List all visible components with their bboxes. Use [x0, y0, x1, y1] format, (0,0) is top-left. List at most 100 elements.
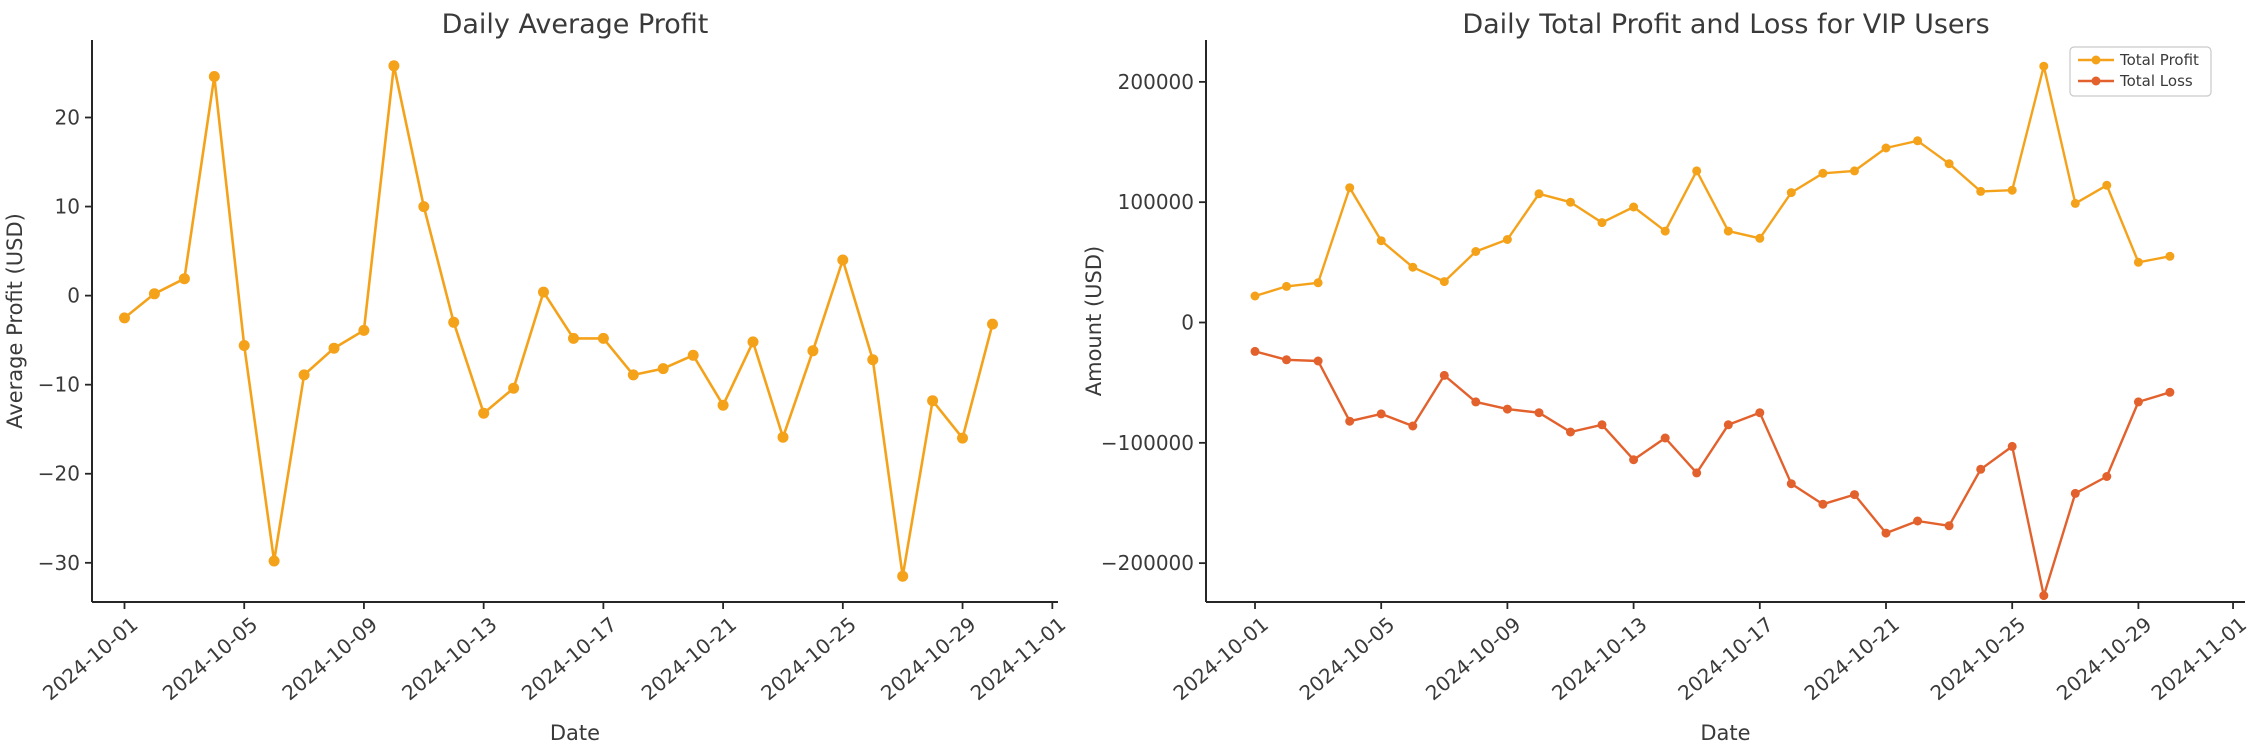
y-tick-label: −100000 [1101, 431, 1194, 455]
data-point-marker [1408, 421, 1418, 431]
legend-entry: Total Profit [2078, 51, 2199, 69]
x-tick-label: 2024-10-25 [1926, 612, 2030, 705]
x-tick-label: 2024-11-01 [2147, 612, 2251, 705]
data-point-marker [2070, 198, 2080, 208]
x-tick-label: 2024-11-01 [966, 612, 1070, 705]
loss-line [1253, 350, 2172, 597]
data-point-marker [1345, 183, 1355, 193]
data-point-marker [148, 288, 160, 300]
y-axis-label: Average Profit (USD) [3, 213, 27, 429]
data-point-marker [568, 332, 579, 344]
data-point-marker [1566, 197, 1575, 207]
data-point-marker [1282, 281, 1291, 291]
data-point-marker [2133, 397, 2143, 407]
data-point-marker [178, 273, 190, 285]
data-point-marker [2039, 61, 2049, 71]
data-point-marker [2070, 488, 2080, 498]
x-tick-label: 2024-10-01 [38, 612, 142, 705]
data-point-marker [1534, 408, 1544, 418]
data-point-marker [1629, 202, 1639, 212]
y-tick-label: 100000 [1118, 190, 1194, 214]
data-point-marker [1660, 433, 1670, 443]
x-tick-label: 2024-10-05 [1295, 612, 1399, 705]
data-point-marker [2102, 180, 2112, 190]
data-point-marker [1692, 166, 1702, 176]
data-point-marker [2165, 387, 2175, 397]
data-point-marker [807, 345, 819, 357]
y-tick-label: −30 [38, 551, 80, 575]
data-point-marker [1850, 166, 1859, 176]
data-point-marker [1692, 468, 1702, 478]
data-point-marker [238, 340, 250, 351]
x-tick-label: 2024-10-21 [637, 612, 741, 705]
chart-title: Daily Average Profit [442, 9, 709, 40]
data-point-marker [1881, 528, 1891, 538]
x-tick-label: 2024-10-09 [1421, 612, 1525, 705]
data-point-marker [358, 324, 370, 336]
legend-entry: Total Loss [2078, 72, 2193, 90]
data-point-marker [957, 432, 968, 444]
legend-marker [2091, 76, 2101, 86]
data-point-marker [1376, 236, 1386, 246]
data-point-marker [1250, 291, 1260, 301]
x-tick-label: 2024-10-17 [517, 612, 621, 705]
x-tick-label: 2024-10-01 [1169, 612, 1273, 705]
data-point-marker [298, 369, 310, 381]
x-tick-label: 2024-10-13 [1547, 612, 1651, 705]
data-point-marker [448, 316, 460, 328]
data-point-marker [1786, 188, 1796, 198]
data-point-marker [1345, 416, 1355, 426]
x-tick-label: 2024-10-09 [277, 612, 381, 705]
data-point-marker [388, 60, 400, 72]
data-point-marker [657, 363, 669, 375]
legend-label: Total Profit [2119, 51, 2199, 69]
data-point-marker [1376, 409, 1386, 419]
data-point-marker [538, 286, 549, 298]
data-point-marker [1913, 136, 1923, 146]
data-point-marker [1597, 420, 1607, 430]
data-point-marker [1755, 408, 1765, 418]
data-point-marker [208, 71, 220, 82]
legend-label: Total Loss [2119, 72, 2193, 90]
y-tick-label: −200000 [1101, 551, 1194, 575]
data-point-marker [1786, 479, 1796, 489]
profit-line [123, 64, 994, 578]
y-tick-label: 200000 [1118, 70, 1194, 94]
data-point-marker [1723, 226, 1733, 236]
data-point-marker [837, 254, 849, 266]
data-point-marker [268, 555, 280, 567]
data-point-marker [627, 369, 639, 381]
data-point-marker [867, 354, 879, 366]
data-point-marker [508, 382, 520, 394]
profit-line [1253, 64, 2172, 298]
data-point-marker [1439, 277, 1449, 287]
x-tick-label: 2024-10-17 [1673, 612, 1777, 705]
data-point-marker [1282, 355, 1291, 365]
data-point-marker [747, 336, 759, 348]
data-point-marker [418, 201, 430, 213]
data-point-marker [897, 570, 909, 582]
data-point-marker [328, 342, 340, 354]
data-point-marker [927, 395, 939, 407]
data-point-marker [1502, 235, 1512, 244]
data-point-marker [597, 332, 609, 344]
x-tick-label: 2024-10-29 [2052, 612, 2156, 705]
data-point-marker [1313, 356, 1323, 366]
data-point-marker [1502, 404, 1512, 414]
data-point-marker [2102, 472, 2112, 481]
data-point-marker [2007, 185, 2017, 195]
data-point-marker [1471, 247, 1481, 256]
x-tick-label: 2024-10-25 [756, 612, 860, 705]
data-point-marker [1313, 278, 1323, 288]
data-point-marker [687, 349, 699, 361]
data-point-marker [1818, 499, 1828, 509]
data-point-marker [1660, 226, 1670, 236]
data-point-marker [1723, 420, 1733, 430]
data-point-marker [2039, 591, 2049, 601]
data-point-marker [1471, 397, 1481, 407]
data-point-marker [1913, 516, 1923, 526]
data-point-marker [1250, 346, 1260, 356]
x-tick-label: 2024-10-13 [397, 612, 501, 705]
left-chart: Daily Average Profit Date Average Profit (… [3, 9, 1070, 745]
